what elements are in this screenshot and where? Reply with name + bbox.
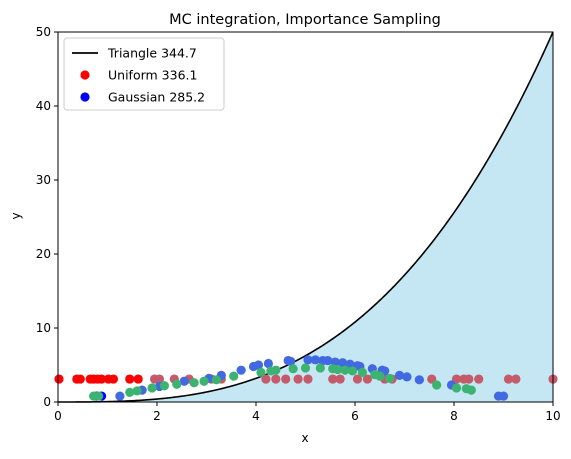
scatter-point xyxy=(253,360,264,370)
scatter-point xyxy=(466,385,476,395)
scatter-point xyxy=(271,374,281,384)
scatter-point xyxy=(511,374,521,384)
x-tick-label: 0 xyxy=(54,409,62,423)
scatter-point xyxy=(154,374,165,384)
x-tick-label: 10 xyxy=(545,409,560,423)
x-axis-ticks: 0 2 4 6 8 10 xyxy=(54,402,561,423)
scatter-point xyxy=(315,363,325,373)
scatter-point xyxy=(310,355,320,365)
scatter-point xyxy=(333,364,343,375)
legend-box xyxy=(63,37,225,111)
scatter-point xyxy=(211,375,221,385)
scatter-point xyxy=(323,355,333,366)
scatter-point xyxy=(75,374,85,384)
scatter-point xyxy=(256,367,266,377)
scatter-point xyxy=(303,355,313,365)
scatter-point xyxy=(54,374,64,384)
scatter-point xyxy=(172,379,182,389)
legend-label: Triangle 344.7 xyxy=(107,46,197,61)
scatter-point xyxy=(263,358,273,369)
scatter-point xyxy=(189,378,199,388)
scatter-point xyxy=(385,373,395,383)
y-axis-ticks: 0 10 20 30 40 50 xyxy=(36,25,58,409)
legend-label: Gaussian 285.2 xyxy=(108,90,205,105)
plot-frame xyxy=(57,31,554,403)
scatter-point xyxy=(125,387,135,397)
scatter-point xyxy=(402,372,412,382)
scatter-point xyxy=(414,375,424,385)
y-tick-label: 30 xyxy=(36,173,51,187)
scatter-point xyxy=(357,367,368,377)
scatter-point xyxy=(352,374,363,384)
scatter-point xyxy=(303,374,313,384)
scatter-point xyxy=(288,364,298,374)
legend-dot-marker xyxy=(80,92,90,102)
scatter-point xyxy=(132,386,142,396)
scatter-point xyxy=(328,374,338,384)
y-tick-label: 40 xyxy=(36,99,51,113)
x-tick-label: 8 xyxy=(450,409,458,423)
scatter-point xyxy=(108,374,119,384)
scatter-point xyxy=(93,391,104,401)
scatter-point xyxy=(300,363,311,373)
scatter-point xyxy=(503,374,514,384)
scatter-point xyxy=(125,374,135,384)
scatter-point xyxy=(451,383,462,393)
filled-region xyxy=(58,32,553,402)
y-tick-label: 20 xyxy=(36,247,51,261)
y-tick-label: 0 xyxy=(43,395,51,409)
scatter-point xyxy=(338,358,348,368)
x-tick-label: 6 xyxy=(351,409,359,423)
legend-dot-marker xyxy=(80,70,90,80)
scatter-point xyxy=(432,380,442,390)
scatter-point xyxy=(133,374,143,384)
legend-label: Uniform 336.1 xyxy=(108,68,197,83)
chart-title: MC integration, Importance Sampling xyxy=(169,12,441,28)
scatter-point xyxy=(340,365,350,375)
legend: Triangle 344.7 Uniform 336.1 Gaussian 285.… xyxy=(63,37,225,111)
scatter-point xyxy=(115,391,125,401)
scatter-point xyxy=(271,365,281,375)
scatter-point xyxy=(474,374,484,384)
scatter-point xyxy=(394,370,405,380)
scatter-point xyxy=(96,374,107,384)
scatter-point xyxy=(147,383,157,393)
y-tick-label: 10 xyxy=(36,321,51,335)
scatter-point xyxy=(286,356,296,366)
x-tick-label: 4 xyxy=(252,409,260,423)
scatter-point xyxy=(199,376,209,386)
scatter-point xyxy=(335,374,345,384)
scatter-point xyxy=(347,366,358,376)
x-axis-label: x xyxy=(301,431,308,445)
scatter-points xyxy=(54,355,558,401)
scatter-point xyxy=(281,374,291,384)
scatter-point xyxy=(464,374,474,384)
scatter-point xyxy=(229,371,239,381)
scatter-point xyxy=(179,376,189,386)
scatter-point xyxy=(362,374,372,384)
scatter-point xyxy=(293,374,303,384)
triangle-curve xyxy=(58,31,554,403)
scatter-point xyxy=(159,381,170,391)
scatter-point xyxy=(498,391,509,401)
scatter-point xyxy=(375,371,385,381)
y-tick-label: 50 xyxy=(36,25,51,39)
scatter-point xyxy=(261,374,271,384)
scatter-point xyxy=(236,365,246,375)
x-tick-label: 2 xyxy=(153,409,161,423)
y-axis-label: y xyxy=(9,212,23,219)
